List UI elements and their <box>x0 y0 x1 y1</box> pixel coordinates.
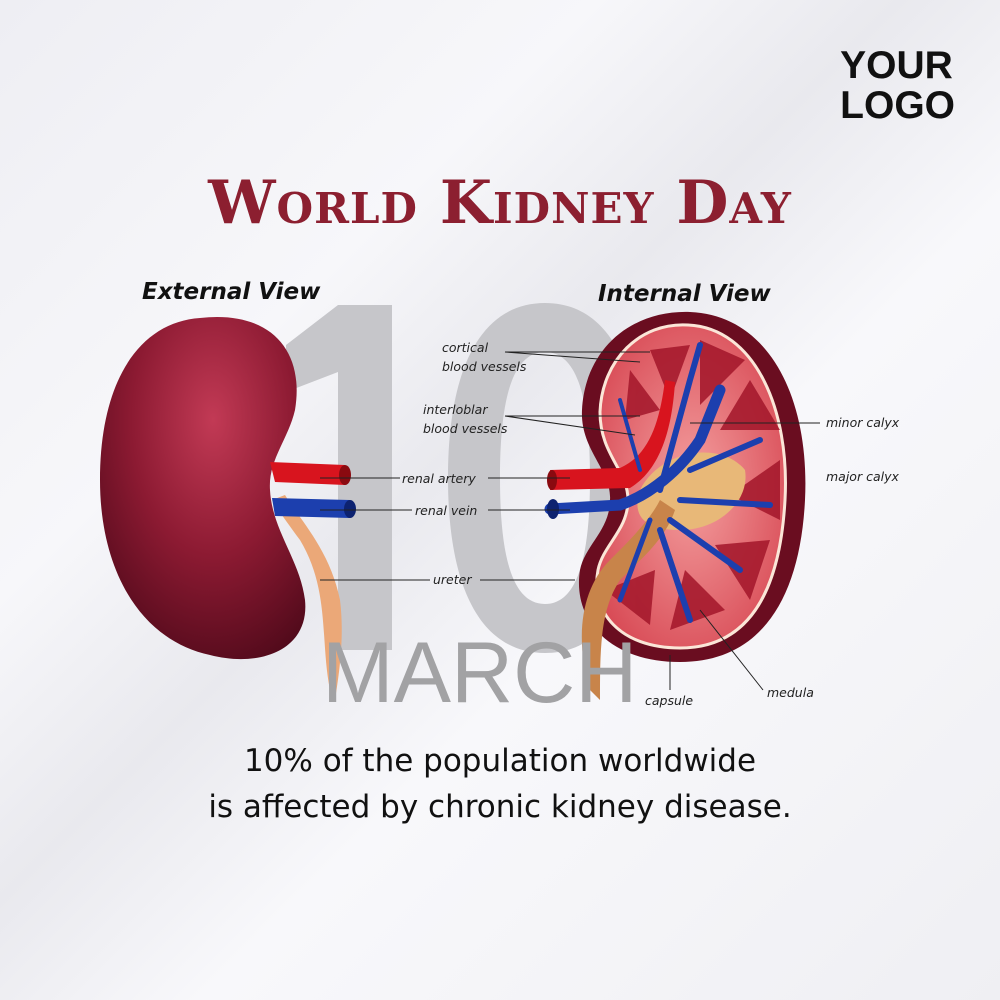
label-line: blood vessels <box>423 421 508 436</box>
label-capsule: capsule <box>645 693 694 708</box>
logo-line-1: YOUR <box>840 44 953 87</box>
logo-line-2: LOGO <box>840 84 955 127</box>
fact-line-1: 10% of the population worldwide <box>243 743 757 779</box>
label-cortical-blood-vessels: cortical blood vessels <box>442 338 526 376</box>
label-major-calyx: major calyx <box>826 469 899 484</box>
fact-line-2: is affected by chronic kidney disease. <box>208 789 792 825</box>
external-kidney <box>100 316 356 700</box>
label-renal-vein: renal vein <box>415 503 478 518</box>
date-month: MARCH <box>322 625 638 721</box>
label-minor-calyx: minor calyx <box>826 415 900 430</box>
page-title: World Kidney Day <box>208 168 792 238</box>
label-renal-artery: renal artery <box>402 471 476 486</box>
logo-placeholder: YOUR LOGO <box>840 46 955 126</box>
label-line: blood vessels <box>442 359 527 374</box>
external-view-heading: External View <box>142 279 321 305</box>
label-interlobar-blood-vessels: interloblar blood vessels <box>423 400 507 438</box>
label-ureter: ureter <box>433 572 472 587</box>
label-line: interloblar <box>423 402 488 417</box>
leader-lines <box>320 351 820 691</box>
label-line: cortical <box>442 340 489 355</box>
internal-kidney <box>544 311 806 700</box>
internal-view-heading: Internal View <box>598 281 771 307</box>
fact-text: 10% of the population worldwide is affec… <box>0 738 1000 830</box>
label-medula: medula <box>767 685 814 700</box>
